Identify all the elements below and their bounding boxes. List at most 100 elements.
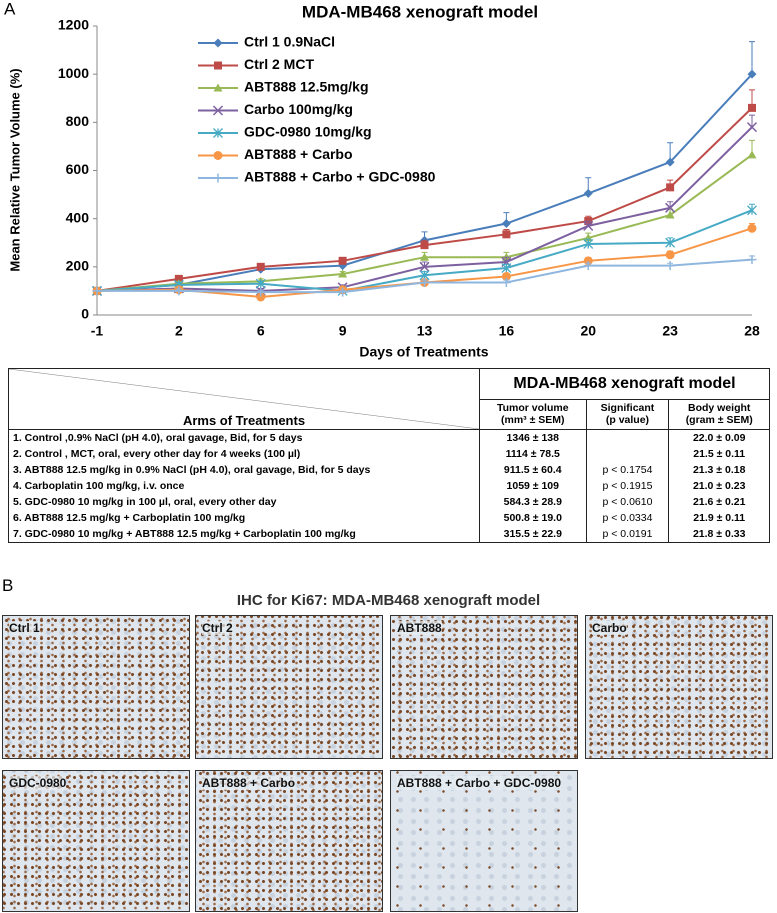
legend-entry: ABT888 12.5mg/kg xyxy=(198,79,369,95)
x-tick-label: -1 xyxy=(91,323,104,339)
table-cell: 315.5 ± 22.9 xyxy=(479,526,587,543)
header-cell: Significant (p value) xyxy=(585,398,670,430)
table-cell: 21.3 ± 0.18 xyxy=(668,462,770,478)
marker xyxy=(583,261,593,271)
marker xyxy=(583,220,594,231)
legend-label: GDC-0980 10mg/kg xyxy=(244,124,372,140)
x-axis-label: Days of Treatments xyxy=(359,344,488,360)
marker xyxy=(338,287,348,297)
marker xyxy=(748,103,756,112)
image-label: ABT888 + Carbo + GDC-0980 xyxy=(397,776,562,790)
x-tick-label: 28 xyxy=(744,323,760,339)
diagonal xyxy=(9,369,479,429)
legend-label: Carbo 100mg/kg xyxy=(244,101,353,117)
ihc-image: ABT888 + Carbo + GDC-0980 xyxy=(390,770,578,912)
table-cell: 1114 ± 78.5 xyxy=(479,446,587,462)
x-tick-label: 13 xyxy=(417,323,433,339)
y-tick-label: 600 xyxy=(66,161,90,177)
marker xyxy=(419,261,430,272)
x-tick-label: 16 xyxy=(499,323,515,339)
legend-entry: ABT888 + Carbo + GDC-0980 xyxy=(198,169,436,185)
panel-label: A xyxy=(4,0,16,18)
y-tick-label: 1200 xyxy=(58,17,89,33)
header-cell: Arms of Treatments xyxy=(8,368,480,430)
legend-entry: Ctrl 2 MCT xyxy=(198,56,314,72)
table-row: 7. GDC-0980 10 mg/kg + ABT888 12.5 mg/kg… xyxy=(8,526,770,543)
ihc-image: Ctrl 1 xyxy=(2,615,190,759)
table-cell: 7. GDC-0980 10 mg/kg + ABT888 12.5 mg/kg… xyxy=(8,526,480,543)
legend-marker xyxy=(213,128,223,138)
table-cell: 22.0 ± 0.09 xyxy=(668,429,770,446)
image-label: GDC-0980 xyxy=(9,776,67,790)
marker xyxy=(747,223,757,233)
marker xyxy=(501,218,511,228)
table-cell: 911.5 ± 60.4 xyxy=(479,462,587,478)
y-tick-label: 1000 xyxy=(58,65,89,81)
series xyxy=(92,255,757,297)
table-row: 5. GDC-0980 10 mg/kg in 100 µl, oral, ev… xyxy=(8,494,770,510)
table-cell: 21.0 ± 0.23 xyxy=(668,478,770,494)
marker xyxy=(665,237,676,248)
marker xyxy=(501,271,511,281)
marker xyxy=(420,241,429,250)
legend-label: ABT888 12.5mg/kg xyxy=(244,79,369,95)
image-label: Ctrl 1 xyxy=(9,621,40,635)
table-cell: 21.9 ± 0.11 xyxy=(668,510,770,526)
marker xyxy=(501,263,512,273)
marker xyxy=(338,256,347,265)
header-text: Arms of Treatments xyxy=(182,413,306,428)
table-row: 1. Control ,0.9% NaCl (pH 4.0), oral gav… xyxy=(8,429,770,446)
marker xyxy=(746,122,758,133)
table-cell: 500.8 ± 19.0 xyxy=(479,510,587,526)
table-cell: 1346 ± 138 xyxy=(479,429,587,446)
y-axis-label: Mean Relative Tumor Volume (%) xyxy=(7,68,22,271)
table-cell xyxy=(585,429,670,446)
ihc-image: Carbo xyxy=(585,615,773,759)
marker xyxy=(665,250,675,260)
ihc-image: ABT888 xyxy=(390,615,578,759)
x-tick-label: 2 xyxy=(175,323,183,339)
marker xyxy=(420,277,429,287)
legend-label: Ctrl 1 0.9NaCl xyxy=(244,34,335,50)
x-tick-label: 6 xyxy=(257,323,265,339)
header-text: Significant xyxy=(600,402,655,415)
image-label: ABT888 + Carbo xyxy=(202,776,296,790)
legend-entry: GDC-0980 10mg/kg xyxy=(198,124,372,140)
results-table: Arms of Treatments MDA-MB468 xenograft m… xyxy=(8,368,770,543)
marker xyxy=(256,292,266,302)
y-tick-label: 800 xyxy=(66,113,90,129)
table-cell: p < 0.0610 xyxy=(585,494,670,510)
marker xyxy=(747,150,757,159)
legend-label: ABT888 + Carbo xyxy=(244,146,353,162)
marker xyxy=(665,157,675,167)
table-cell: 584.3 ± 28.9 xyxy=(479,494,587,510)
marker xyxy=(256,287,266,297)
marker xyxy=(583,238,594,249)
marker xyxy=(665,210,675,219)
marker xyxy=(747,69,757,79)
marker xyxy=(256,262,265,271)
legend-marker xyxy=(212,105,224,116)
header-text: (mm³ ± SEM) xyxy=(501,414,565,427)
header-text: (p value) xyxy=(605,414,650,427)
header-text: (gram ± SEM) xyxy=(685,414,753,427)
table-cell: 4. Carboplatin 100 mg/kg, i.v. once xyxy=(8,478,480,494)
header-text: Body weight xyxy=(687,402,751,415)
marker xyxy=(747,205,757,216)
chart-title: MDA-MB468 xenograft model xyxy=(302,2,538,21)
table-cell: 5. GDC-0980 10 mg/kg in 100 µl, oral, ev… xyxy=(8,494,480,510)
y-tick-label: 0 xyxy=(81,306,89,322)
panel-label: B xyxy=(2,576,14,595)
table-cell xyxy=(585,446,670,462)
legend-label: Ctrl 2 MCT xyxy=(244,56,314,72)
y-tick-label: 200 xyxy=(66,258,90,274)
marker xyxy=(501,277,511,287)
image-label: Ctrl 2 xyxy=(202,621,233,635)
marker xyxy=(666,183,675,192)
table-cell: p < 0.0334 xyxy=(585,510,670,526)
table-cell: 1059 ± 109 xyxy=(479,478,587,494)
marker xyxy=(174,286,184,296)
chart: A MDA-MB468 xenograft model Days of Trea… xyxy=(4,0,760,360)
table-cell: 21.6 ± 0.21 xyxy=(668,494,770,510)
legend-entry: Ctrl 1 0.9NaCl xyxy=(198,34,335,50)
